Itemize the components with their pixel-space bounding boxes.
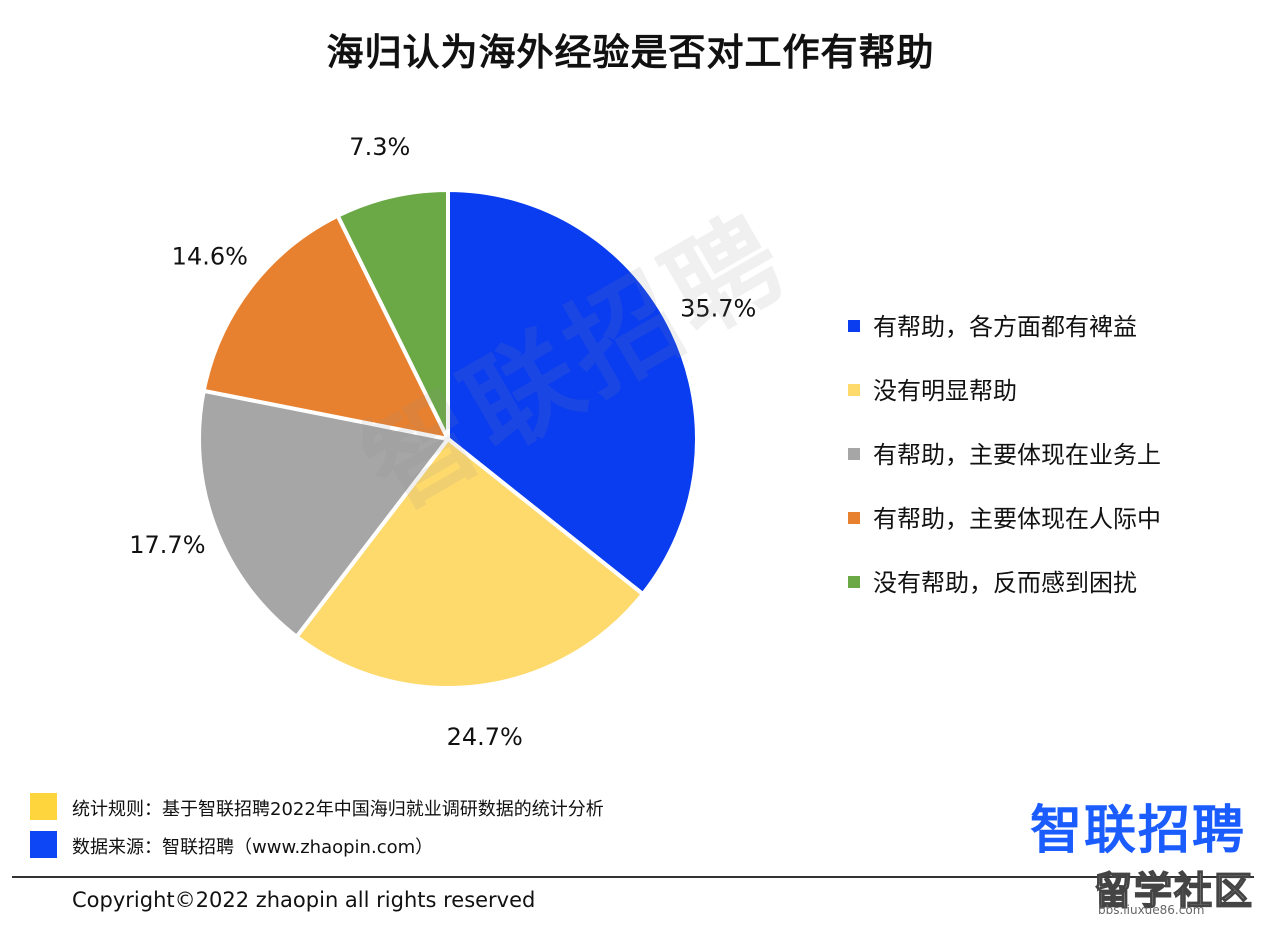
pie-slice-1 — [446, 188, 699, 597]
pie-slice-2 — [294, 437, 645, 690]
copyright-text: Copyright©2022 zhaopin all rights reserv… — [72, 888, 536, 912]
footer-divider — [12, 876, 1254, 878]
pie-slice-5 — [335, 188, 450, 441]
legend-label-2: 没有明显帮助 — [873, 377, 1017, 405]
legend-swatch-5 — [848, 576, 860, 588]
chart-title: 海归认为海外经验是否对工作有帮助 — [326, 31, 935, 74]
legend-label-4: 有帮助，主要体现在人际中 — [873, 505, 1161, 533]
note-source-swatch — [30, 831, 57, 858]
legend-label-3: 有帮助，主要体现在业务上 — [873, 441, 1161, 469]
note-source-text: 数据来源：智联招聘（www.zhaopin.com） — [72, 837, 434, 858]
legend-swatch-1 — [848, 320, 860, 332]
note-rule-swatch — [30, 793, 57, 820]
legend-swatch-3 — [848, 448, 860, 460]
legend-swatch-4 — [848, 512, 860, 524]
legend-label-5: 没有帮助，反而感到困扰 — [873, 569, 1137, 597]
pie-slice-label-2: 24.7% — [447, 723, 523, 751]
pie-slice-label-4: 14.6% — [172, 243, 248, 271]
legend-swatch-2 — [848, 384, 860, 396]
note-rule-text: 统计规则：基于智联招聘2022年中国海归就业调研数据的统计分析 — [72, 799, 604, 820]
pie-slice-label-5: 7.3% — [349, 133, 410, 161]
pie-slice-label-1: 35.7% — [680, 295, 756, 323]
corner-logo: 留学社区 — [1093, 868, 1255, 914]
corner-logo-url: bbs.liuxue86.com — [1098, 903, 1205, 917]
pie-slice-3 — [197, 388, 450, 639]
brand-logo: 智联招聘 — [1030, 801, 1247, 861]
legend-label-1: 有帮助，各方面都有裨益 — [873, 313, 1137, 341]
pie-slice-label-3: 17.7% — [129, 531, 205, 559]
pie-slice-4 — [201, 213, 450, 441]
